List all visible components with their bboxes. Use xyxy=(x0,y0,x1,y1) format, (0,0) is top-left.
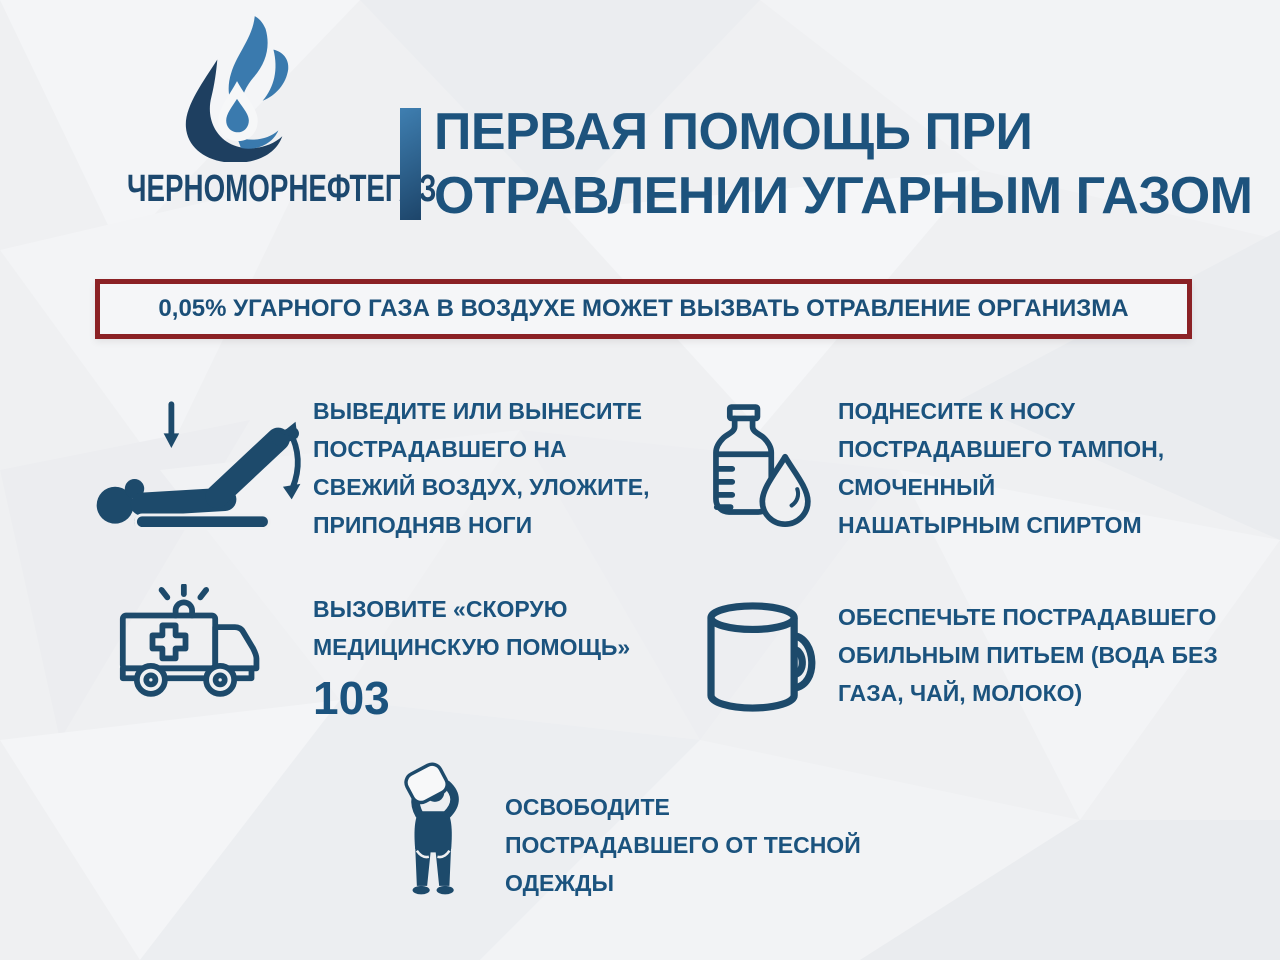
page-title-line1: ПЕРВАЯ ПОМОЩЬ ПРИ xyxy=(434,103,1033,161)
step-text: ОБЕСПЕЧЬТЕ ПОСТРАДАВШЕГО ОБИЛЬНЫМ ПИТЬЕМ… xyxy=(838,604,1218,706)
step-text: ВЫЗОВИТЕ «СКОРУЮ МЕДИЦИНСКУЮ ПОМОЩЬ» xyxy=(313,596,631,660)
title-accent-bar xyxy=(400,108,421,220)
mug-icon xyxy=(707,602,816,712)
warning-banner: 0,05% УГАРНОГО ГАЗА В ВОЗДУХЕ МОЖЕТ ВЫЗВ… xyxy=(95,279,1192,339)
step-item: ВЫЗОВИТЕ «СКОРУЮ МЕДИЦИНСКУЮ ПОМОЩЬ» 103 xyxy=(313,590,663,722)
drop-flame-icon xyxy=(185,16,289,162)
emergency-phone-number: 103 xyxy=(313,672,390,724)
company-logo: ЧЕРНОМОРНЕФТЕГАЗ xyxy=(86,14,437,211)
ammonia-bottle-drop-icon xyxy=(713,404,811,528)
step-text: ПОДНЕСИТЕ К НОСУ ПОСТРАДАВШЕГО ТАМПОН, С… xyxy=(838,398,1165,538)
company-name: ЧЕРНОМОРНЕФТЕГАЗ xyxy=(127,168,437,210)
person-lying-legs-raised-icon xyxy=(96,401,301,530)
step-item xyxy=(698,596,818,723)
page-title: ПЕРВАЯ ПОМОЩЬ ПРИ ОТРАВЛЕНИИ УГАРНЫМ ГАЗ… xyxy=(434,100,1253,228)
step-item xyxy=(86,392,314,539)
warning-text: 0,05% УГАРНОГО ГАЗА В ВОЗДУХЕ МОЖЕТ ВЫЗВ… xyxy=(158,295,1129,322)
page-title-line2: ОТРАВЛЕНИИ УГАРНЫМ ГАЗОМ xyxy=(434,167,1253,225)
step-item xyxy=(694,390,816,543)
step-text: ВЫВЕДИТЕ ИЛИ ВЫНЕСИТЕ ПОСТРАДАВШЕГО НА С… xyxy=(313,398,650,538)
step-item xyxy=(103,582,268,723)
ambulance-icon xyxy=(119,582,260,697)
page-title-block: ПЕРВАЯ ПОМОЩЬ ПРИ ОТРАВЛЕНИИ УГАРНЫМ ГАЗ… xyxy=(400,100,1253,228)
person-removing-shirt-icon xyxy=(404,762,459,895)
step-item xyxy=(404,758,464,909)
step-text: ОСВОБОДИТЕ ПОСТРАДАВШЕГО ОТ ТЕСНОЙ ОДЕЖД… xyxy=(505,794,861,896)
